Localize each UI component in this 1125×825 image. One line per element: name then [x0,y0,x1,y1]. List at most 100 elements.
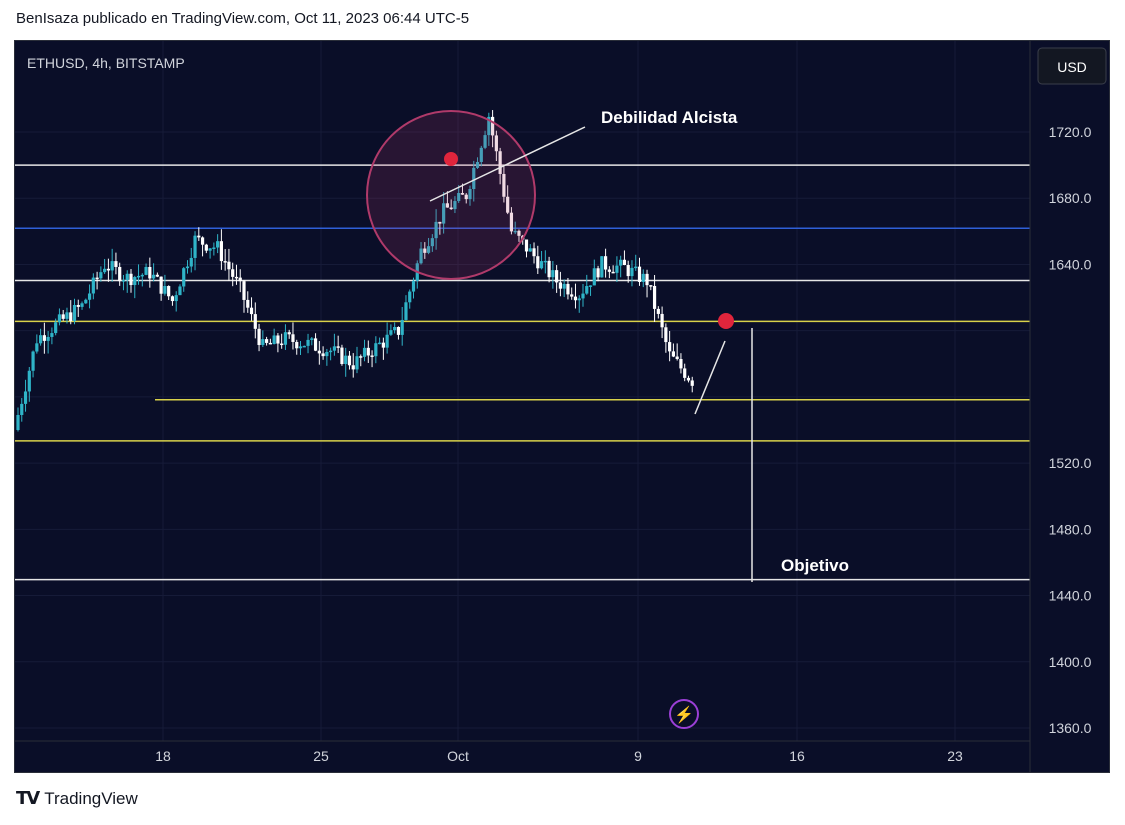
y-tick-label: 1520.0 [1049,455,1092,471]
candle-body [287,332,291,335]
candle-body [426,246,431,253]
candle-body [242,281,246,300]
candle-body [600,256,604,278]
candle-body [340,347,344,365]
candle-body [389,330,393,335]
candle-body [76,304,80,307]
candle-body [690,380,694,386]
candle-body [479,147,483,162]
candle-body [604,256,608,270]
candle-body [234,276,239,279]
candle-body [370,355,374,357]
drawings: Debilidad Alcista Objetivo ⚡ [366,108,849,729]
candle-body [223,261,227,263]
candle-body [683,368,687,378]
candle-body [562,283,566,289]
candle-body [464,194,468,200]
price-axis: 1720.0 1680.0 1640.0 1520.0 1480.0 1440.0 1400… [1029,41,1109,772]
candle-body [16,414,20,430]
candle-body [336,346,340,348]
time-axis: 18 25 Oct 9 16 23 [15,740,1030,764]
candle-body [212,247,216,250]
candle-body [491,116,495,136]
candle-body [596,268,600,278]
candle-body [61,314,65,319]
tradingview-logo[interactable]: TV TradingView [16,788,138,809]
candle-body [453,201,457,210]
candle-body [585,286,589,294]
candle-body [272,335,276,345]
candle-body [494,135,498,152]
x-tick-label: 16 [789,748,805,764]
chart-panel[interactable]: 1700.01661.91630.31605.61558.31533.41449… [14,40,1110,773]
candle-body [411,280,416,292]
y-tick-label: 1480.0 [1049,521,1092,537]
candle-body [298,346,303,349]
candle-body [581,293,585,299]
candle-body [39,335,43,344]
candle-body [306,339,310,346]
candle-body [35,343,39,352]
candle-body [163,286,167,294]
candle-body [280,343,284,346]
x-tick-label: 18 [155,748,171,764]
candle-body [253,314,257,329]
candle-body [588,285,593,287]
candle-body [385,334,389,348]
candle-body [257,328,261,345]
candle-body [366,347,370,356]
candle-body [103,268,107,273]
candle-body [592,268,596,286]
candle-body [686,377,691,381]
candle-body [547,260,551,278]
candle-body [114,261,118,267]
currency-button[interactable] [1037,47,1107,85]
candle-body [438,221,442,224]
y-tick-label: 1680.0 [1049,190,1092,206]
candle-body [668,342,672,352]
candlestick-chart[interactable]: 1700.01661.91630.31605.61558.31533.41449… [15,41,1110,773]
candle-body [347,355,352,366]
candle-body [551,270,555,278]
candle-body [291,334,295,342]
candle-body [159,276,163,294]
candle-body [42,335,46,341]
annotation-debilidad: Debilidad Alcista [601,108,738,127]
candle-body [261,339,265,345]
candle-body [460,192,465,195]
candle-body [570,294,574,297]
candle-body [313,338,318,351]
tradingview-logo-icon: TV [16,788,40,809]
symbol-label: ETHUSD, 4h, BITSTAMP [27,55,185,71]
candle-body [393,326,397,331]
candle-body [408,291,412,303]
candle-body [133,277,137,286]
candle-body [84,299,88,304]
candle-body [615,265,619,273]
candle-body [419,248,423,264]
candle-body [498,151,502,174]
candle-body [577,298,581,301]
candle-body [442,203,446,224]
candle-body [573,296,578,301]
candle-body [532,248,536,257]
candle-body [645,273,649,286]
candle-body [675,356,679,360]
candle-body [344,355,348,365]
candle-body [634,266,638,269]
candle-body [449,207,453,210]
candle-body [528,248,532,252]
candle-body [54,322,58,334]
candle-body [475,161,480,168]
candle-body [652,285,657,309]
candle-body [329,350,333,353]
candle-body [189,257,193,267]
candle-body [185,266,190,269]
candle-body [57,314,62,323]
candle-body [170,296,175,302]
candle-body [664,327,668,343]
x-tick-label: Oct [447,748,469,764]
candle-body [536,256,540,269]
candle-body [566,283,570,295]
candle-body [46,336,50,341]
